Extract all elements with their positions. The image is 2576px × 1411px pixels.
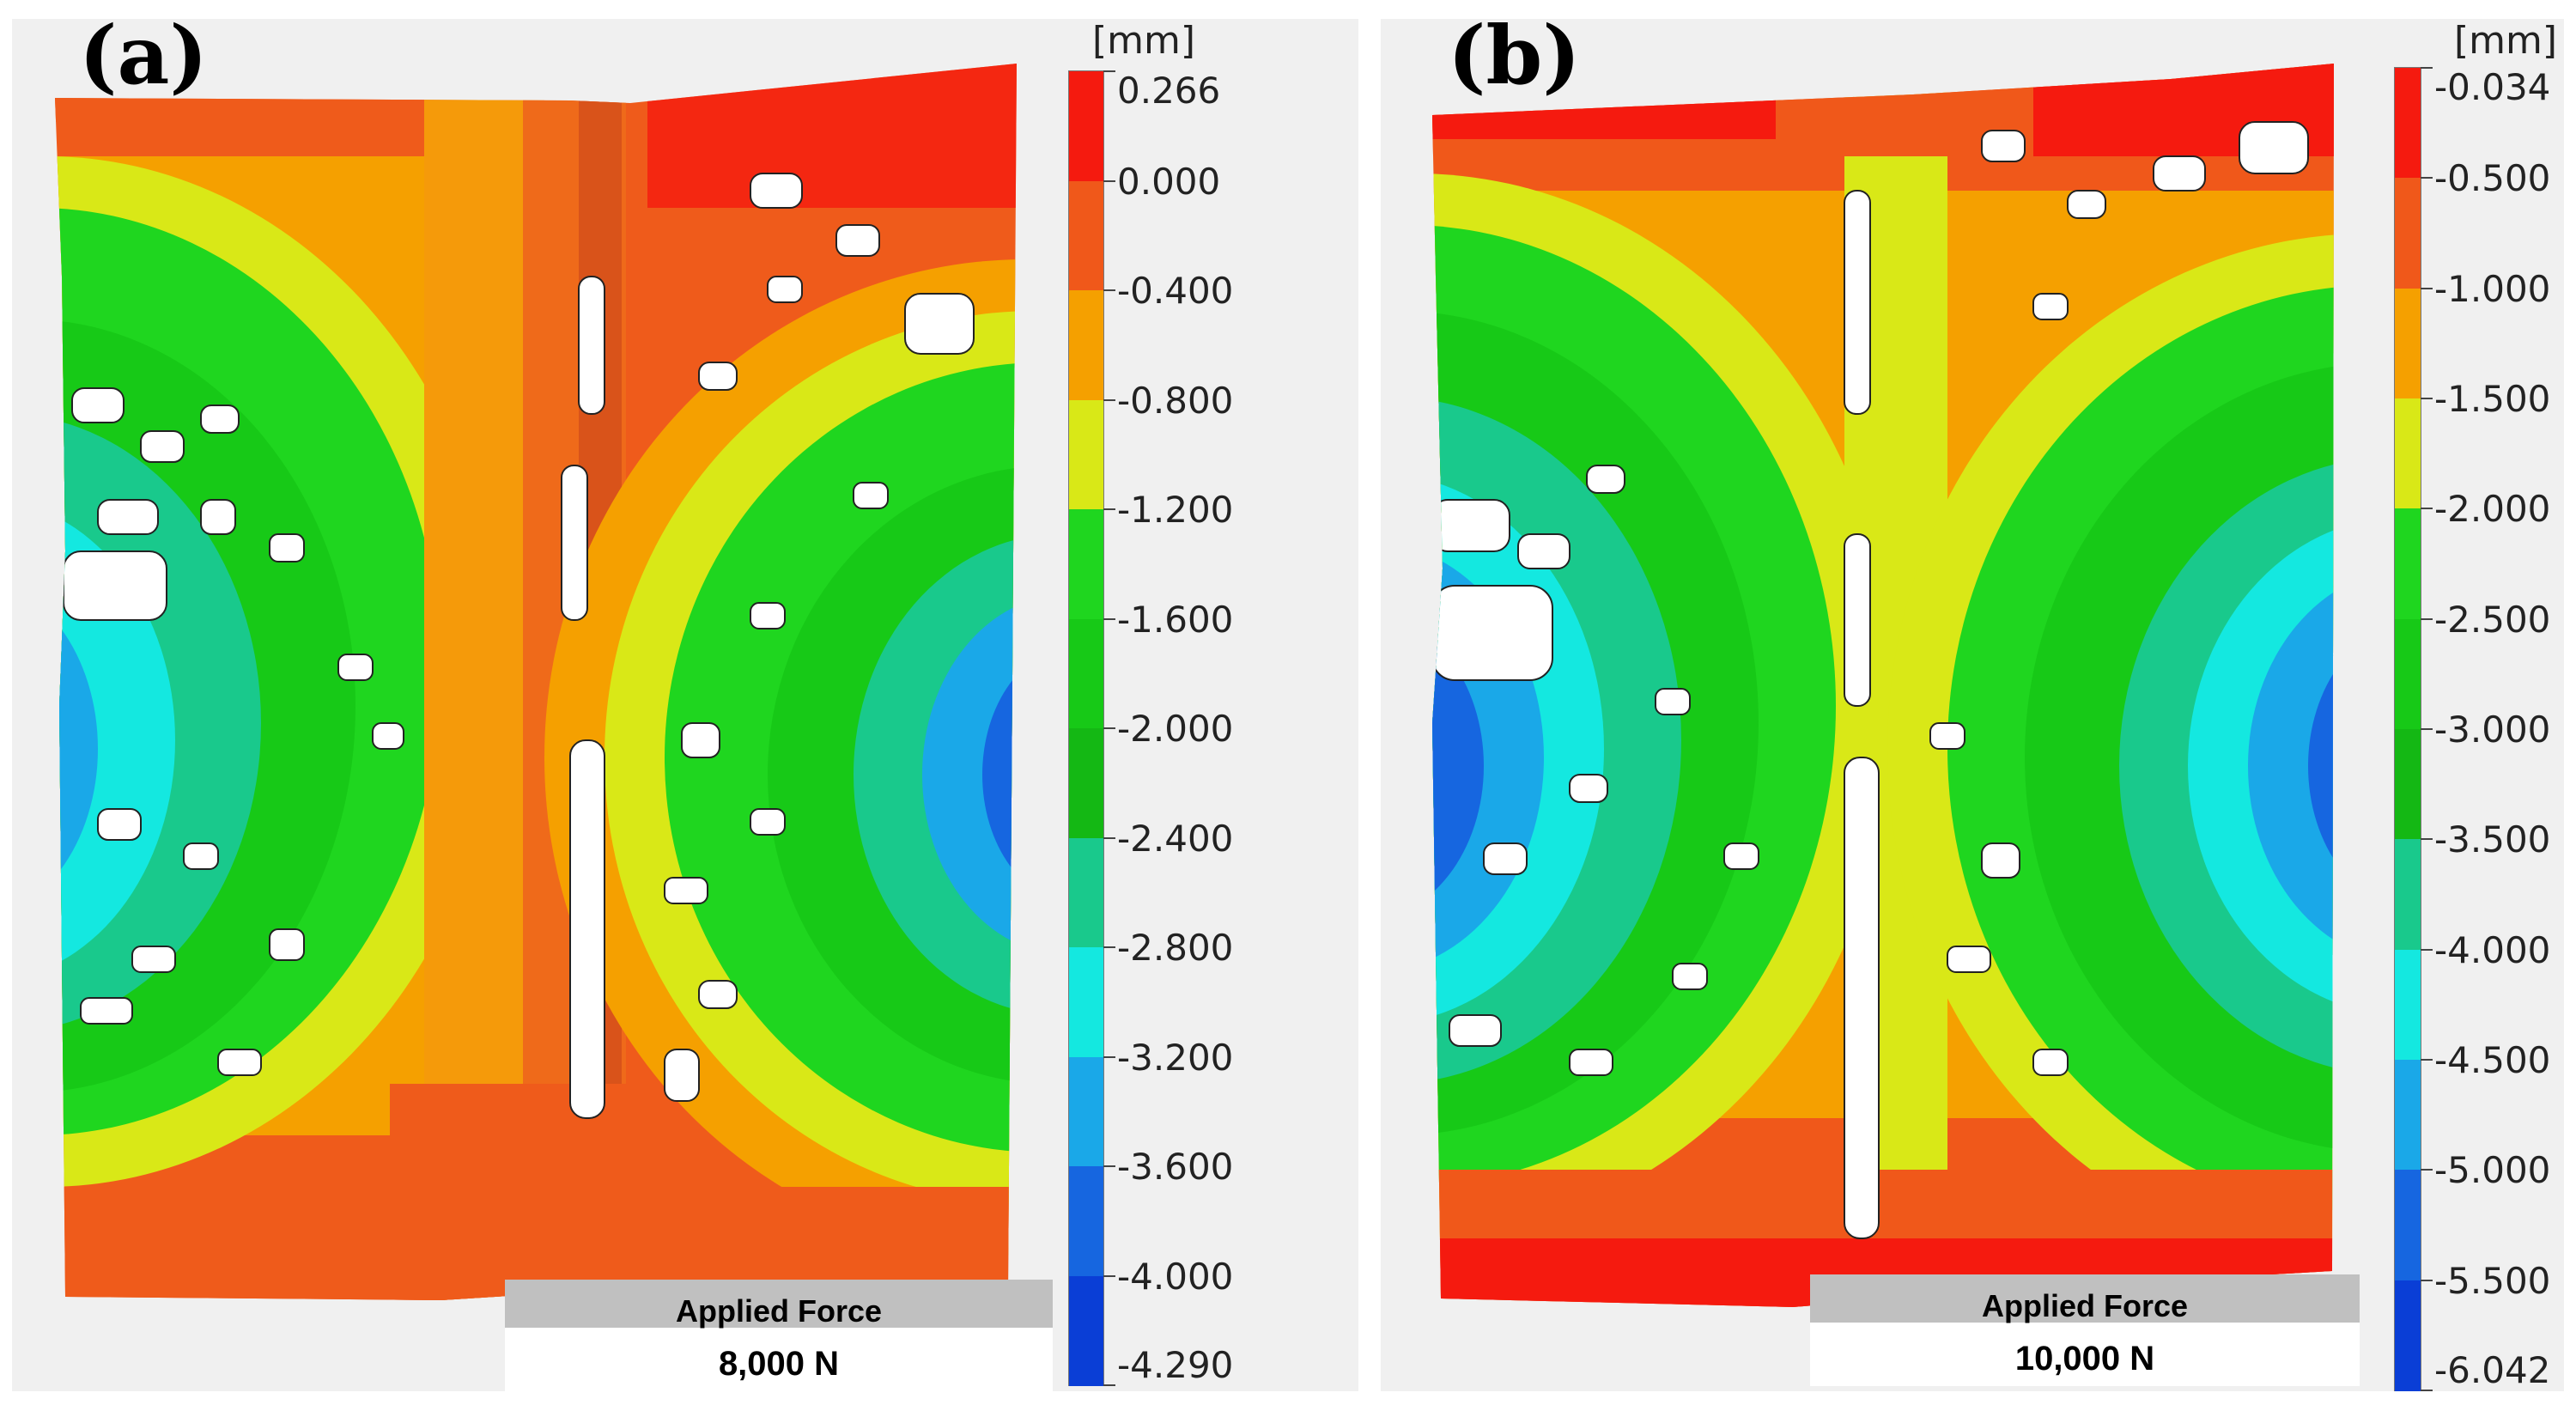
colorbar-tick-label: -3.200 <box>1117 1036 1234 1079</box>
colorbar-band <box>2395 1060 2421 1171</box>
colorbar-tick-label: -2.400 <box>1117 817 1234 860</box>
colorbar-band <box>1069 728 1103 839</box>
colorbar-band <box>1069 290 1103 401</box>
colorbar-band <box>1069 1056 1103 1167</box>
applied-force-box-b: Applied Force 10,000 N <box>1810 1274 2360 1386</box>
colorbar-tick <box>2421 508 2433 510</box>
colorbar-tick <box>2421 948 2433 951</box>
colorbar-band <box>2395 949 2421 1061</box>
colorbar-band <box>2395 398 2421 510</box>
colorbar-tick <box>2421 1279 2433 1281</box>
colorbar-tick-label: -2.500 <box>2434 598 2551 641</box>
colorbar-tick <box>1103 1274 1115 1277</box>
panel-label-a: (a) <box>79 9 208 103</box>
colorbar-tick <box>1103 617 1115 620</box>
colorbar-tick-label: -3.600 <box>1117 1146 1234 1188</box>
displacement-contour-map-b <box>1432 64 2334 1307</box>
colorbar-tick-label: -1.200 <box>1117 489 1234 531</box>
colorbar-tick-label: -5.000 <box>2434 1149 2551 1192</box>
colorbar-tick <box>1103 70 1115 72</box>
panel-a: (a) [mm] 0.266 0.000 -0.400 -0.800 -1.200 -1.… <box>12 15 1358 1391</box>
colorbar-tick <box>2421 67 2433 69</box>
colorbar-tick-label: -2.000 <box>1117 708 1234 750</box>
colorbar-band <box>1069 399 1103 510</box>
colorbar-tick <box>1103 179 1115 182</box>
colorbar-tick <box>1103 836 1115 839</box>
colorbar-band <box>1069 180 1103 291</box>
colorbar-tick-label: -4.290 <box>1117 1344 1234 1386</box>
colorbar-tick <box>1103 289 1115 291</box>
colorbar-tick <box>2421 838 2433 841</box>
applied-force-box-a: Applied Force 8,000 N <box>505 1280 1053 1391</box>
applied-force-label-a: Applied Force <box>505 1280 1053 1329</box>
colorbar-tick <box>2421 1390 2433 1391</box>
colorbar-tick-label: -0.500 <box>2434 157 2551 200</box>
colorbar-tick-label: -0.800 <box>1117 379 1234 422</box>
colorbar-tick-label: -0.400 <box>1117 270 1234 312</box>
colorbar-tick-label: -5.500 <box>2434 1259 2551 1302</box>
colorbar-tick-label: -4.000 <box>1117 1255 1234 1298</box>
colorbar-tick <box>2421 617 2433 620</box>
colorbar-tick-label: -4.500 <box>2434 1039 2551 1081</box>
colorbar-band <box>2395 178 2421 289</box>
colorbar-tick-label: -1.000 <box>2434 267 2551 310</box>
colorbar-tick-label: -4.000 <box>2434 928 2551 971</box>
colorbar-a: 0.266 0.000 -0.400 -0.800 -1.200 -1.600 -2.000… <box>1068 70 1233 1386</box>
applied-force-value-a: 8,000 N <box>718 1345 840 1383</box>
colorbar-band <box>1069 509 1103 620</box>
colorbar-band <box>2395 839 2421 951</box>
colorbar-tick <box>2421 177 2433 179</box>
panel-b: (b) [mm] -0.034 -0.500 -1.000 -1.500 -2.000-… <box>1381 15 2564 1391</box>
colorbar-tick <box>1103 727 1115 729</box>
colorbar-band <box>2395 1280 2421 1391</box>
applied-force-label-b: Applied Force <box>1810 1274 2360 1323</box>
colorbar-tick-label: -0.034 <box>2434 66 2551 108</box>
colorbar-tick <box>1103 1165 1115 1167</box>
colorbar-tick-label: -2.000 <box>2434 488 2551 531</box>
colorbar-tick-label: -3.500 <box>2434 818 2551 861</box>
colorbar-band <box>1069 618 1103 729</box>
colorbar-band <box>1069 1166 1103 1277</box>
colorbar-tick <box>2421 1169 2433 1171</box>
colorbar-tick-label: -1.600 <box>1117 598 1234 641</box>
colorbar-tick-label: -6.042 <box>2434 1349 2551 1391</box>
colorbar-unit-b: [mm] <box>2454 19 2558 63</box>
displacement-contour-map-a <box>55 64 1017 1300</box>
colorbar-band <box>2395 1170 2421 1281</box>
colorbar-tick <box>1103 398 1115 401</box>
colorbar-band <box>2395 508 2421 620</box>
colorbar-band <box>2395 288 2421 399</box>
colorbar-tick <box>2421 728 2433 730</box>
colorbar-band <box>2395 68 2421 179</box>
colorbar-tick <box>2421 287 2433 289</box>
colorbar-tick <box>2421 1059 2433 1061</box>
colorbar-tick <box>1103 1055 1115 1058</box>
applied-force-value-b: 10,000 N <box>2014 1340 2155 1378</box>
colorbar-tick-label: -3.000 <box>2434 709 2551 751</box>
colorbar-tick-label: 0.266 <box>1117 70 1221 112</box>
colorbar-band <box>1069 1275 1103 1386</box>
colorbar-band <box>1069 71 1103 182</box>
panel-label-b: (b) <box>1448 9 1581 103</box>
colorbar-band <box>2395 729 2421 841</box>
colorbar-tick-label: -1.500 <box>2434 378 2551 420</box>
colorbar-band <box>1069 947 1103 1058</box>
colorbar-b: -0.034 -0.500 -1.000 -1.500 -2.000 -2.500 -3.0… <box>2394 67 2550 1391</box>
colorbar-unit-a: [mm] <box>1092 19 1196 63</box>
colorbar-tick <box>1103 1384 1115 1386</box>
colorbar-tick-label: 0.000 <box>1117 160 1221 203</box>
colorbar-band <box>1069 837 1103 948</box>
colorbar-tick <box>2421 398 2433 399</box>
colorbar-band <box>2395 618 2421 730</box>
colorbar-tick <box>1103 508 1115 510</box>
colorbar-tick-label: -2.800 <box>1117 927 1234 969</box>
colorbar-tick <box>1103 946 1115 948</box>
